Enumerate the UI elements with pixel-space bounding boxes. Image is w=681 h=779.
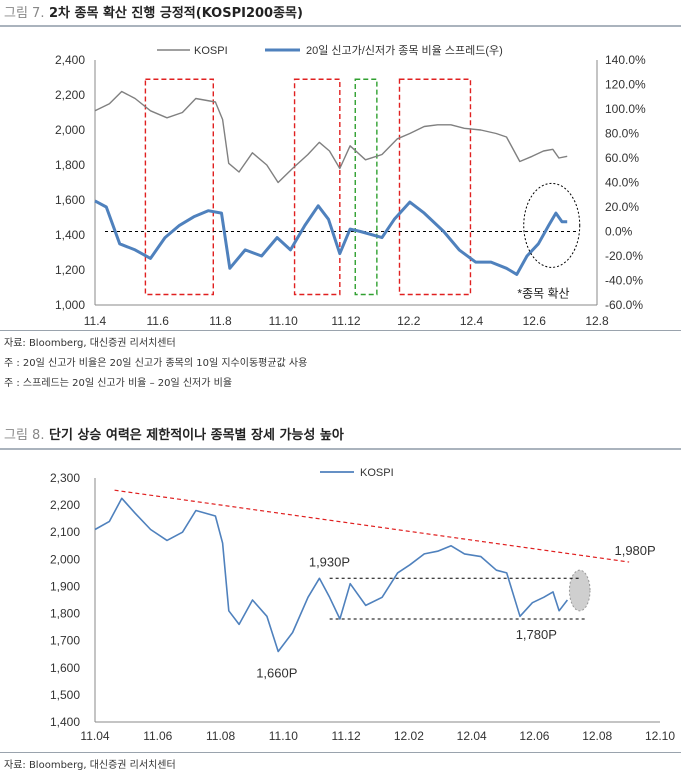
kospi-series-line — [94, 497, 569, 653]
figure8-label: 그림 8. — [4, 428, 45, 443]
figure7-label: 그림 7. — [4, 6, 45, 21]
x-tick-label: 11.10 — [269, 729, 298, 743]
y-tick-label: 2,000 — [55, 123, 85, 137]
x-tick-label: 12.8 — [585, 314, 609, 328]
figure7-source: 자료: Bloomberg, 대신증권 리서치센터 — [4, 338, 176, 349]
figure7-title-text: 2차 종목 확산 진행 긍정적(KOSPI200종목) — [49, 6, 303, 21]
highlight-box — [398, 78, 472, 296]
y-tick-label: 1,600 — [50, 661, 80, 675]
x-tick-label: 11.06 — [143, 729, 172, 743]
figure8-title: 그림 8. 단기 상승 여력은 제한적이나 종목별 장세 가능성 높아 — [4, 424, 344, 443]
y-tick-label: 2,000 — [50, 552, 80, 566]
figure7-note-1: 주 : 20일 신고가 비율은 20일 신고가 종목의 10일 지수이동평균값 … — [4, 358, 308, 369]
annotation-label: *종목 확산 — [517, 287, 569, 301]
y-tick-label: 1,900 — [50, 579, 80, 593]
y-tick-label: 1,800 — [55, 158, 85, 172]
y-tick-label: 2,100 — [50, 525, 80, 539]
legend-label-spread: 20일 신고가/신저가 종목 비율 스프레드(우) — [306, 43, 503, 57]
y2-tick-label: 80.0% — [605, 127, 639, 141]
chart-kospi: 1,400 1,500 1,600 1,700 1,800 1,900 2,000 2,100… — [50, 467, 675, 743]
kospi-series-line — [94, 90, 568, 184]
y2-tick-label: 120.0% — [605, 78, 646, 92]
figure8-top-rule — [0, 448, 681, 450]
x-tick-label: 11.12 — [331, 314, 360, 328]
figure7-note-2: 주 : 스프레드는 20일 신고가 비율 – 20일 신저가 비율 — [4, 378, 233, 389]
highlight-box — [144, 78, 214, 296]
x-tick-label: 11.4 — [84, 314, 107, 328]
y2-tick-label: -40.0% — [605, 274, 643, 288]
y2-tick-label: 40.0% — [605, 176, 639, 190]
x-tick-label: 11.12 — [332, 729, 361, 743]
y-tick-label: 2,300 — [50, 471, 80, 485]
highlight-box — [293, 78, 341, 296]
figure7-top-rule — [0, 25, 681, 27]
x-tick-label: 12.06 — [519, 729, 549, 743]
y2-tick-label: 60.0% — [605, 151, 639, 165]
figure8-source: 자료: Bloomberg, 대신증권 리서치센터 — [4, 760, 176, 771]
y-tick-label: 1,500 — [50, 688, 80, 702]
x-tick-label: 12.6 — [523, 314, 547, 328]
level-label: 1,780P — [516, 627, 557, 642]
x-tick-label: 12.04 — [457, 729, 487, 743]
y-tick-label: 1,000 — [55, 298, 85, 312]
legend-label-kospi: KOSPI — [360, 467, 394, 479]
highlight-box — [354, 78, 378, 296]
level-label: 1,660P — [256, 666, 297, 681]
y2-tick-label: -20.0% — [605, 249, 643, 263]
y-tick-label: 1,600 — [55, 193, 85, 207]
y2-tick-label: 20.0% — [605, 200, 639, 214]
y-tick-label: 2,200 — [50, 498, 80, 512]
y2-tick-label: -60.0% — [605, 298, 643, 312]
x-tick-label: 12.10 — [645, 729, 675, 743]
level-label: 1,980P — [614, 543, 655, 558]
legend-label-kospi: KOSPI — [194, 45, 228, 57]
y2-tick-label: 100.0% — [605, 102, 646, 116]
y-tick-label: 1,200 — [55, 263, 85, 277]
x-tick-label: 11.6 — [147, 314, 170, 328]
x-tick-label: 11.04 — [80, 729, 109, 743]
highlight-ellipse — [523, 182, 581, 268]
x-tick-label: 11.8 — [209, 314, 232, 328]
spread-series-line — [94, 199, 568, 276]
y-tick-label: 1,400 — [50, 715, 80, 729]
y-tick-label: 1,800 — [50, 607, 80, 621]
y-tick-label: 2,200 — [55, 88, 85, 102]
figure8-bottom-rule — [0, 752, 681, 753]
y-tick-label: 1,400 — [55, 228, 85, 242]
y-tick-label: 2,400 — [55, 53, 85, 67]
x-tick-label: 12.4 — [460, 314, 484, 328]
x-tick-label: 12.2 — [397, 314, 421, 328]
y-tick-label: 1,700 — [50, 634, 80, 648]
x-tick-label: 12.08 — [582, 729, 612, 743]
highlight-ellipse — [568, 569, 591, 612]
y2-tick-label: 140.0% — [605, 53, 646, 67]
x-tick-label: 11.08 — [206, 729, 235, 743]
trend-line — [114, 489, 630, 563]
figure8-title-text: 단기 상승 여력은 제한적이나 종목별 장세 가능성 높아 — [49, 428, 344, 443]
figure7-title: 그림 7. 2차 종목 확산 진행 긍정적(KOSPI200종목) — [4, 2, 303, 21]
x-tick-label: 12.02 — [394, 729, 424, 743]
y2-tick-label: 0.0% — [605, 225, 633, 239]
x-tick-label: 11.10 — [269, 314, 298, 328]
figure7-bottom-rule — [0, 330, 681, 331]
level-label: 1,930P — [309, 554, 350, 569]
chart-spread: 1,000 1,200 1,400 1,600 1,800 2,000 2,200 2,400… — [55, 43, 646, 328]
